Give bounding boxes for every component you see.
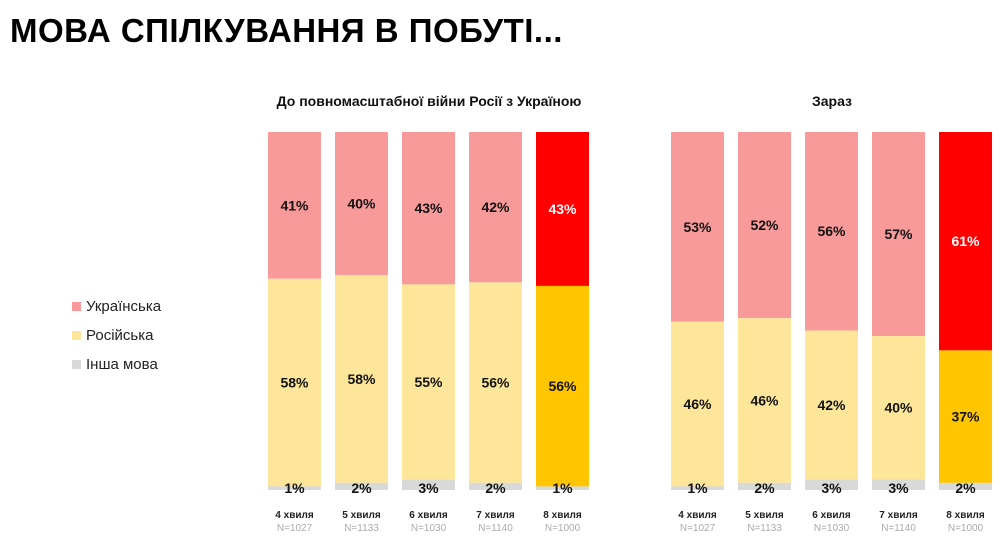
legend-label: Українська xyxy=(86,298,162,315)
x-tick-label: 5 хвиля xyxy=(342,510,381,521)
bar-segment-other xyxy=(536,486,589,490)
data-label-russian: 40% xyxy=(884,400,913,416)
bar-segment-other xyxy=(738,482,791,490)
data-label-ukrainian: 43% xyxy=(548,201,577,217)
data-label-ukrainian: 61% xyxy=(951,233,980,249)
data-label-russian: 56% xyxy=(548,378,577,394)
data-label-ukrainian: 56% xyxy=(817,223,846,239)
data-label-ukrainian: 42% xyxy=(481,199,510,215)
data-label-other: 2% xyxy=(351,480,372,496)
legend-item-other: Інша мова xyxy=(72,350,161,379)
x-tick-label: 4 хвиля xyxy=(275,510,314,521)
bar-segment-ukrainian xyxy=(469,132,522,283)
bar-segment-other xyxy=(268,486,321,490)
legend-label: Інша мова xyxy=(86,356,158,373)
sample-size-label: N=1027 xyxy=(680,523,716,534)
chart-title: До повномасштабної війни Росії з Україно… xyxy=(277,93,582,109)
bar-segment-russian xyxy=(335,275,388,483)
sample-size-label: N=1000 xyxy=(545,523,581,534)
data-label-other: 2% xyxy=(955,480,976,496)
bar-segment-other xyxy=(872,479,925,490)
data-label-other: 3% xyxy=(821,480,842,496)
x-tick-label: 6 хвиля xyxy=(812,510,851,521)
legend-item-russian: Російська xyxy=(72,321,161,350)
data-label-other: 3% xyxy=(888,480,909,496)
bar-segment-ukrainian xyxy=(872,132,925,337)
data-label-russian: 56% xyxy=(481,375,510,391)
legend-swatch xyxy=(72,360,81,369)
data-label-russian: 37% xyxy=(951,409,980,425)
legend: Українська Російська Інша мова xyxy=(72,292,161,379)
data-label-ukrainian: 41% xyxy=(280,197,309,213)
data-label-ukrainian: 52% xyxy=(750,217,779,233)
data-label-russian: 58% xyxy=(280,375,309,391)
bar-segment-russian xyxy=(536,285,589,487)
data-label-other: 3% xyxy=(418,480,439,496)
bar-segment-ukrainian xyxy=(402,132,455,285)
data-label-ukrainian: 43% xyxy=(414,200,443,216)
bar-segment-other xyxy=(671,486,724,490)
bar-segment-ukrainian xyxy=(335,132,388,276)
legend-swatch xyxy=(72,302,81,311)
legend-swatch xyxy=(72,331,81,340)
data-label-russian: 46% xyxy=(750,393,779,409)
bar-segment-other xyxy=(939,482,992,490)
bar-segment-russian xyxy=(469,282,522,483)
bar-segment-russian xyxy=(872,336,925,480)
data-label-other: 1% xyxy=(284,480,305,496)
x-tick-label: 8 хвиля xyxy=(946,510,985,521)
data-label-ukrainian: 57% xyxy=(884,226,913,242)
bar-segment-other xyxy=(805,479,858,490)
sample-size-label: N=1140 xyxy=(478,523,513,534)
bar-segment-ukrainian xyxy=(268,132,321,279)
chart-title: Зараз xyxy=(812,93,852,109)
page-title: МОВА СПІЛКУВАННЯ В ПОБУТІ... xyxy=(10,12,563,49)
bar-segment-other xyxy=(469,482,522,490)
data-label-russian: 58% xyxy=(347,371,376,387)
bar-segment-russian xyxy=(939,350,992,483)
bar-segment-russian xyxy=(402,284,455,480)
sample-size-label: N=1027 xyxy=(277,523,313,534)
data-label-other: 2% xyxy=(754,480,775,496)
data-label-other: 1% xyxy=(552,480,573,496)
sample-size-label: N=1133 xyxy=(747,523,782,534)
data-label-ukrainian: 53% xyxy=(683,219,712,235)
bar-segment-other xyxy=(335,482,388,490)
x-tick-label: 8 хвиля xyxy=(543,510,582,521)
sample-size-label: N=1140 xyxy=(881,523,916,534)
data-label-russian: 55% xyxy=(414,374,443,390)
bar-segment-ukrainian xyxy=(671,132,724,322)
sample-size-label: N=1133 xyxy=(344,523,379,534)
bar-segment-russian xyxy=(738,318,791,483)
bar-segment-ukrainian xyxy=(738,132,791,319)
bar-segment-ukrainian xyxy=(536,132,589,286)
x-tick-label: 6 хвиля xyxy=(409,510,448,521)
x-tick-label: 4 хвиля xyxy=(678,510,717,521)
sample-size-label: N=1000 xyxy=(948,523,984,534)
data-label-russian: 42% xyxy=(817,397,846,413)
x-tick-label: 7 хвиля xyxy=(476,510,515,521)
data-label-russian: 46% xyxy=(683,396,712,412)
data-label-other: 2% xyxy=(485,480,506,496)
bar-segment-russian xyxy=(671,321,724,487)
legend-item-ukrainian: Українська xyxy=(72,292,161,321)
x-tick-label: 5 хвиля xyxy=(745,510,784,521)
bar-segment-ukrainian xyxy=(805,132,858,331)
bar-segment-russian xyxy=(268,278,321,487)
bar-segment-ukrainian xyxy=(939,132,992,351)
x-tick-label: 7 хвиля xyxy=(879,510,918,521)
sample-size-label: N=1030 xyxy=(411,523,447,534)
bar-segment-russian xyxy=(805,330,858,480)
bar-segment-other xyxy=(402,479,455,490)
data-label-other: 1% xyxy=(687,480,708,496)
legend-label: Російська xyxy=(86,327,154,344)
sample-size-label: N=1030 xyxy=(814,523,850,534)
data-label-ukrainian: 40% xyxy=(347,196,376,212)
